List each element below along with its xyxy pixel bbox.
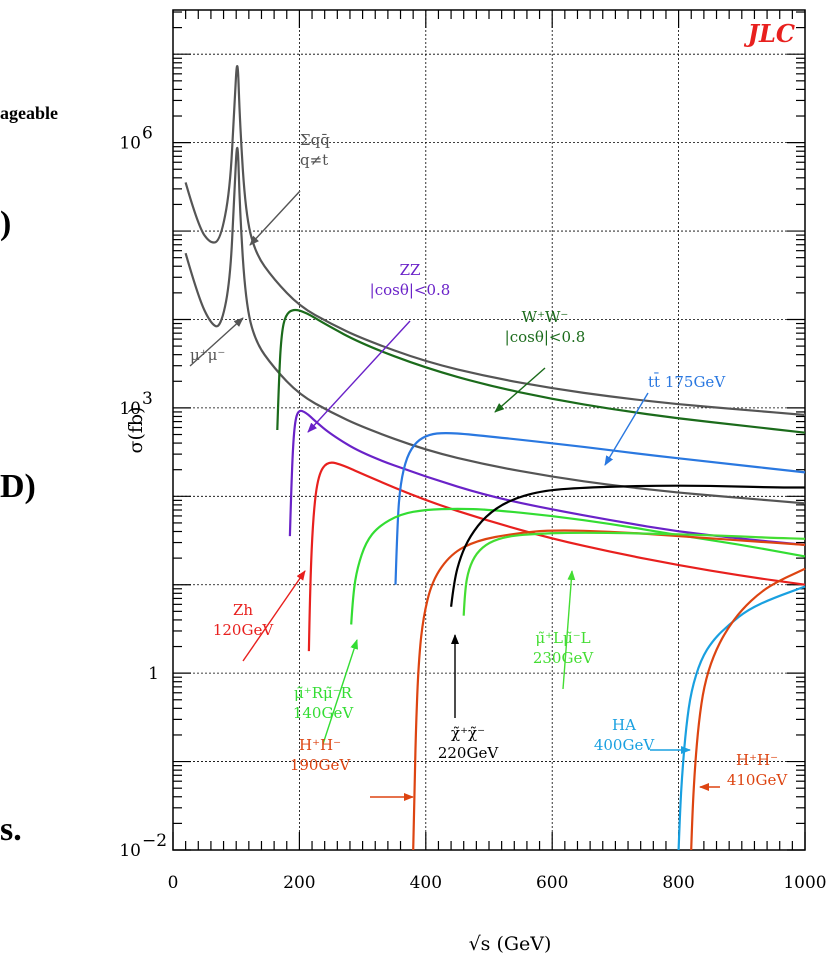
ann-tt-line-1: tt̄ 175GeV: [648, 373, 726, 391]
ann-zh-arrow: [242, 570, 306, 662]
y-axis-title: σ(fb): [125, 407, 147, 454]
ann-hh-line-2: 190GeV: [290, 756, 351, 774]
ann-ha-line-1: HA: [612, 716, 636, 734]
y-tick-label: 1: [148, 664, 159, 684]
series-layer: [184, 65, 806, 851]
brand-label: JLC: [744, 19, 795, 48]
ann-qq-line-1: Σqq̄: [300, 131, 330, 149]
series-ww: [276, 308, 806, 434]
ann-ww-line-1: W⁺W⁻: [522, 308, 569, 326]
series-tt: [394, 432, 806, 585]
fragment-text-3: D): [0, 468, 36, 505]
x-axis-title: √s (GeV): [469, 933, 552, 955]
ann-hh-line-1: H⁺H⁻: [299, 736, 341, 754]
series-ha: [677, 585, 806, 851]
ann-mumuL-arrow: [562, 570, 576, 690]
ann-mumu-line-1: μ⁺μ⁻: [190, 346, 225, 364]
x-tick-label: 0: [168, 873, 179, 893]
ann-mumuR-line-1: μ̃⁺Rμ̃⁻R: [294, 684, 353, 702]
y-tick-exponent: −2: [142, 831, 167, 851]
x-tick-label: 600: [536, 873, 568, 893]
series-zz: [288, 409, 806, 546]
ann-mumuR-arrow: [322, 639, 359, 745]
x-tick-label: 200: [283, 873, 315, 893]
ann-zz-line-1: ZZ: [400, 261, 421, 279]
series-mumuL: [462, 531, 806, 616]
series-mumuR: [350, 507, 806, 625]
plot-frame: [172, 9, 806, 851]
series-mumu: [184, 147, 806, 505]
y-tick-label: 10: [119, 399, 141, 419]
grid: [173, 10, 805, 850]
ann-tt-arrow: [604, 392, 649, 466]
ann-ha-line-2: 400GeV: [594, 736, 655, 754]
annotations: Σqq̄ q≠t μ⁺μ⁻ ZZ |cosθ|<0.8 W⁺W⁻ |cosθ|<0.8 tt̄…: [190, 131, 788, 789]
fragment-text-4: s.: [0, 811, 22, 848]
ann-mumuL-line-1: μ̃⁺Lμ̃⁻L: [535, 629, 590, 647]
ann-mumu-arrow: [189, 317, 244, 367]
ann-mumuR-line-2: 140GeV: [293, 704, 354, 722]
x-tick-label: 1000: [783, 873, 826, 893]
series-hhA: [690, 567, 806, 851]
ann-ww-arrow: [494, 367, 546, 413]
ann-zh-line-1: Zh: [233, 601, 253, 619]
series-zh: [307, 461, 806, 652]
ann-hhA-line-2: 410GeV: [727, 771, 788, 789]
ann-qq-line-2: q≠t: [300, 151, 328, 169]
ann-zh-line-2: 120GeV: [213, 621, 274, 639]
y-tick-exponent: 3: [142, 389, 153, 409]
fragment-text-2: ): [0, 205, 11, 242]
x-tick-label: 400: [410, 873, 442, 893]
ann-hhA-line-1: H⁺H⁻: [736, 751, 778, 769]
ann-chi-line-2: 220GeV: [438, 744, 499, 762]
fragment-text-1: ageable: [0, 103, 58, 123]
ann-zz-arrow: [307, 320, 411, 433]
y-tick-exponent: 6: [142, 124, 153, 144]
y-tick-label: 10: [119, 134, 141, 154]
annotation-arrows: [189, 190, 720, 801]
ann-ww-line-2: |cosθ|<0.8: [505, 328, 586, 346]
x-tick-label: 800: [662, 873, 694, 893]
y-tick-label: 10: [119, 841, 141, 861]
ann-zz-line-2: |cosθ|<0.8: [370, 281, 451, 299]
series-chi: [450, 484, 805, 607]
ann-mumuL-line-2: 230GeV: [533, 649, 594, 667]
ann-chi-line-1: χ̃⁺χ̃⁻: [451, 724, 485, 742]
series-qq: [184, 65, 806, 417]
ann-qq-arrow: [249, 190, 301, 246]
series-hh: [412, 529, 806, 851]
